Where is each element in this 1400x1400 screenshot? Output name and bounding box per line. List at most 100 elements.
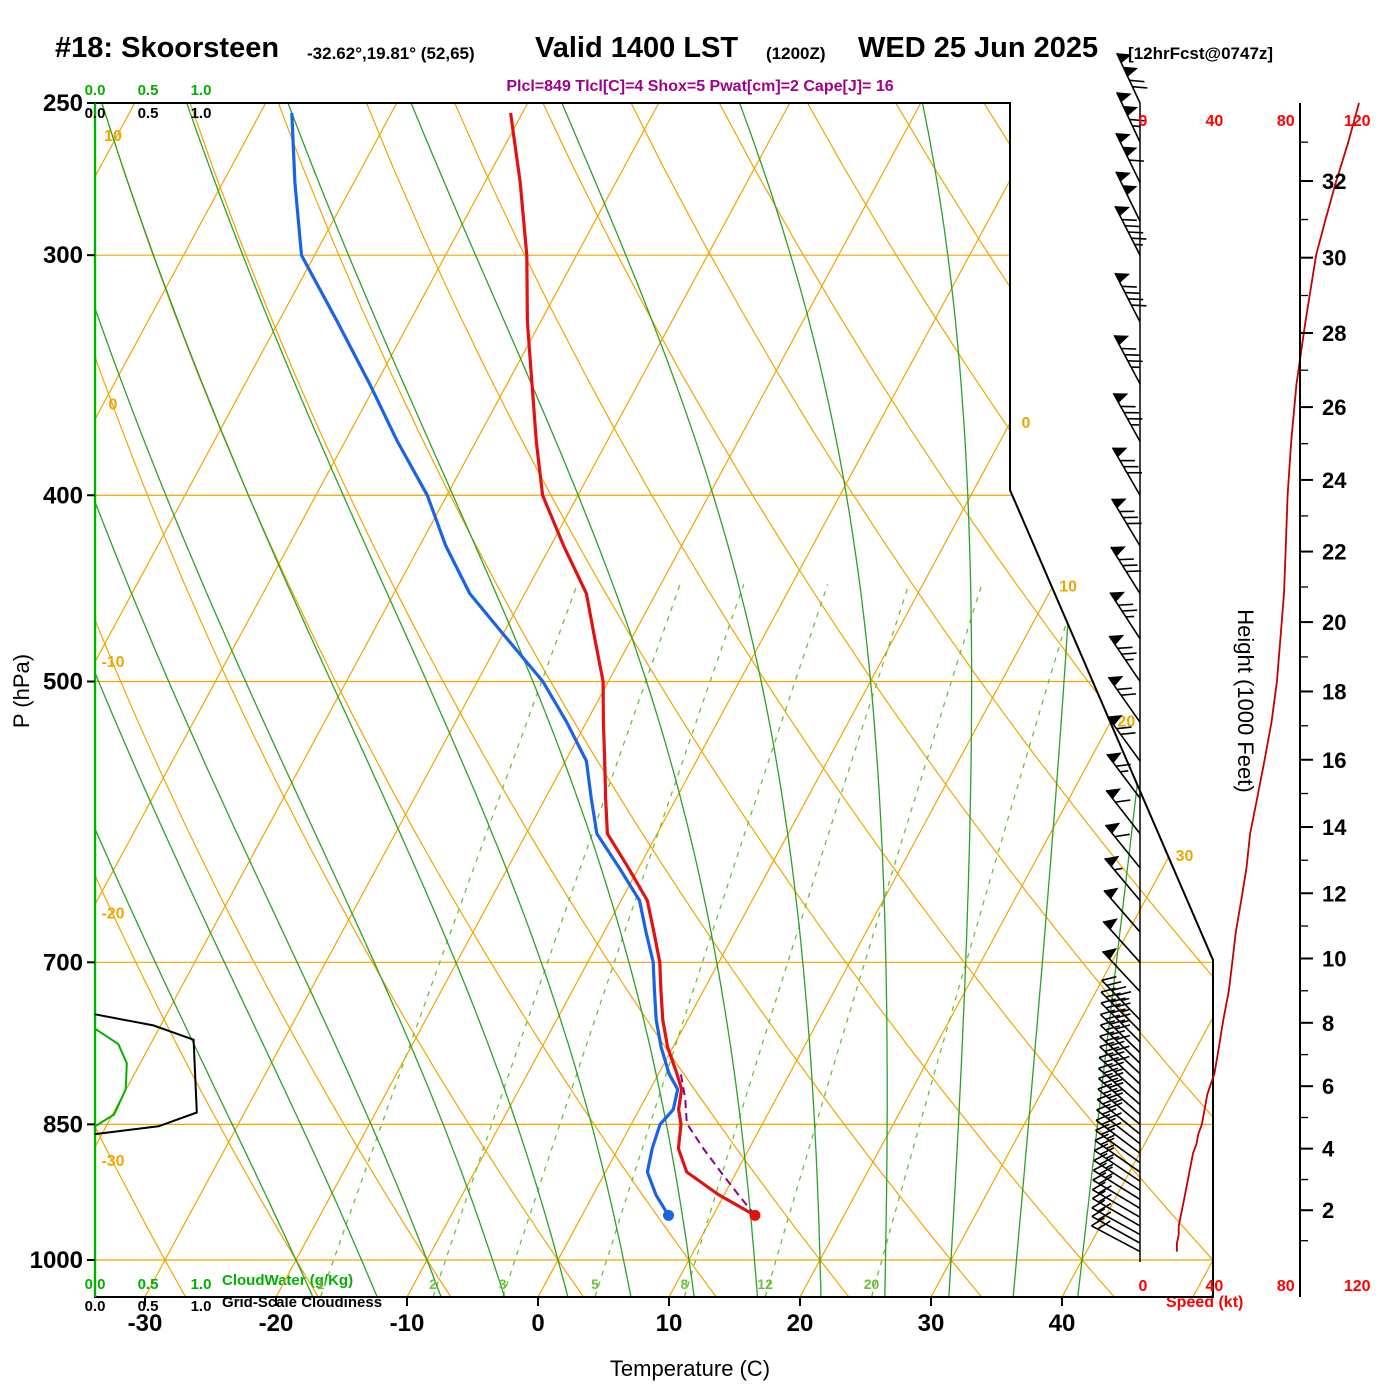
speed-tick-label: 120: [1344, 113, 1371, 130]
dry-adiabat-label: 0: [109, 397, 118, 414]
wind-barb: [1100, 987, 1141, 1032]
cloud-profiles: [94, 1013, 198, 1136]
wind-barb: [1105, 788, 1141, 835]
height-tick-label: 30: [1322, 246, 1346, 271]
dry-adiabat-line: [364, 103, 1213, 1297]
temperature-tick-label: 0: [531, 1310, 544, 1337]
isotherm-line: [406, 103, 1053, 1297]
wind-barb: [1116, 91, 1145, 143]
dry-adiabat-line: [95, 103, 319, 1297]
temperature-axis-label: Temperature (C): [609, 1356, 771, 1381]
moist-adiabat-line: [95, 103, 442, 1297]
wind-barb: [1093, 1152, 1141, 1192]
cloudwater-scale-label: 0.5: [138, 82, 159, 99]
height-tick-label: 4: [1322, 1137, 1335, 1162]
height-tick-label: 22: [1322, 540, 1346, 565]
wind-barb: [1096, 1103, 1141, 1145]
height-tick-label: 18: [1322, 679, 1346, 704]
wind-barb: [1091, 1199, 1141, 1236]
surface-temp-dot: [749, 1209, 761, 1221]
temperature-tick-label: -30: [128, 1310, 163, 1337]
wind-barb: [1113, 334, 1143, 385]
wind-barb: [1102, 918, 1141, 963]
dry-adiabat-line: [0, 0, 53, 1297]
dry-adiabat-line: [440, 103, 1213, 1297]
height-tick-label: 2: [1322, 1198, 1334, 1223]
temperature-tick-label: -10: [390, 1310, 425, 1337]
wind-barb: [1104, 822, 1141, 869]
wind-barb: [1093, 1143, 1141, 1182]
wind-barb: [1099, 1009, 1141, 1054]
dry-adiabat-line: [893, 103, 1213, 1297]
pressure-tick-label: 1000: [30, 1247, 83, 1274]
mixing-ratio-line: [502, 583, 745, 1297]
wind-barb: [1107, 714, 1141, 762]
mixing-ratio-label: 8: [680, 1276, 688, 1292]
wind-barb: [1109, 591, 1141, 640]
moist-adiabat-line: [95, 103, 506, 1297]
height-tick-label: 10: [1322, 947, 1346, 972]
isotherm-line: [1061, 103, 1213, 1297]
height-tick-label: 32: [1322, 169, 1346, 194]
pressure-tick-label: 400: [43, 482, 83, 509]
height-tick-label: 14: [1322, 815, 1347, 840]
dry-adiabat-line: [95, 103, 452, 1297]
plot-border: [87, 102, 1214, 1306]
dry-adiabat-label: -30: [101, 1153, 124, 1170]
isotherm-line: [537, 103, 1184, 1297]
wind-barb: [1106, 752, 1141, 799]
dry-adiabat-line: [515, 103, 1213, 1297]
cloudwater-axis-label: CloudWater (g/Kg): [222, 1272, 354, 1289]
mixing-ratio-label: 12: [757, 1276, 773, 1292]
pressure-tick-label: 700: [43, 949, 83, 976]
temperature-tick-label: -20: [259, 1310, 294, 1337]
mixing-ratio-line: [432, 583, 681, 1297]
height-tick-label: 8: [1322, 1011, 1334, 1036]
speed-tick-label: 0: [1139, 113, 1148, 130]
wind-barb: [1091, 1181, 1141, 1218]
pressure-tick-label: 300: [43, 242, 83, 269]
height-tick-label: 24: [1322, 468, 1347, 493]
wind-barb: [1098, 1052, 1141, 1095]
wind-barb: [1091, 1208, 1141, 1244]
dry-adiabat-label: -20: [101, 905, 124, 922]
isotherm-line: [930, 103, 1213, 1297]
params-line: Plcl=849 Tlcl[C]=4 Shox=5 Pwat[cm]=2 Cap…: [506, 78, 894, 95]
isotherm-label: 30: [1176, 848, 1194, 865]
dry-adiabat-line: [95, 103, 186, 1297]
speed-profile: [1176, 102, 1360, 1252]
height-tick-label: 20: [1322, 610, 1346, 635]
mixing-ratio-label: 1: [317, 1276, 325, 1292]
wind-barb: [1094, 1133, 1141, 1173]
mixing-ratio-label: 5: [591, 1276, 599, 1292]
wind-barb: [1095, 1113, 1141, 1154]
wind-barb: [1097, 1062, 1141, 1106]
moist-adiabat-line: [545, 103, 888, 1297]
pressure-tick-label: 500: [43, 668, 83, 695]
surface-dewpoint-dot: [663, 1209, 675, 1221]
wind-barbs: [1091, 52, 1148, 1262]
mixing-ratio-line: [764, 584, 983, 1297]
isotherm-line: [668, 103, 1213, 1297]
moist-adiabat-line: [765, 103, 973, 1297]
isotherm-label: 0: [1022, 415, 1031, 432]
cloudwater-scale-label: 0.0: [85, 82, 106, 99]
plot-border-line: [94, 102, 1214, 1298]
valid-zulu: (1200Z): [766, 44, 826, 63]
cloudwater-scale-label: 1.0: [191, 82, 212, 99]
cloudiness-scale-label: 1.0: [191, 105, 212, 122]
wind-barb: [1107, 675, 1141, 723]
speed-tick-label: 80: [1277, 1278, 1295, 1295]
wind-barb: [1115, 171, 1141, 222]
moist-adiabat-line: [242, 103, 759, 1297]
mixing-ratio-line: [594, 583, 829, 1297]
wind-barb: [1092, 1172, 1141, 1210]
pressure-tick-label: 250: [43, 90, 83, 117]
height-tick-label: 28: [1322, 321, 1346, 346]
height-tick-label: 16: [1322, 748, 1346, 773]
temperature-tick-label: 30: [918, 1310, 945, 1337]
